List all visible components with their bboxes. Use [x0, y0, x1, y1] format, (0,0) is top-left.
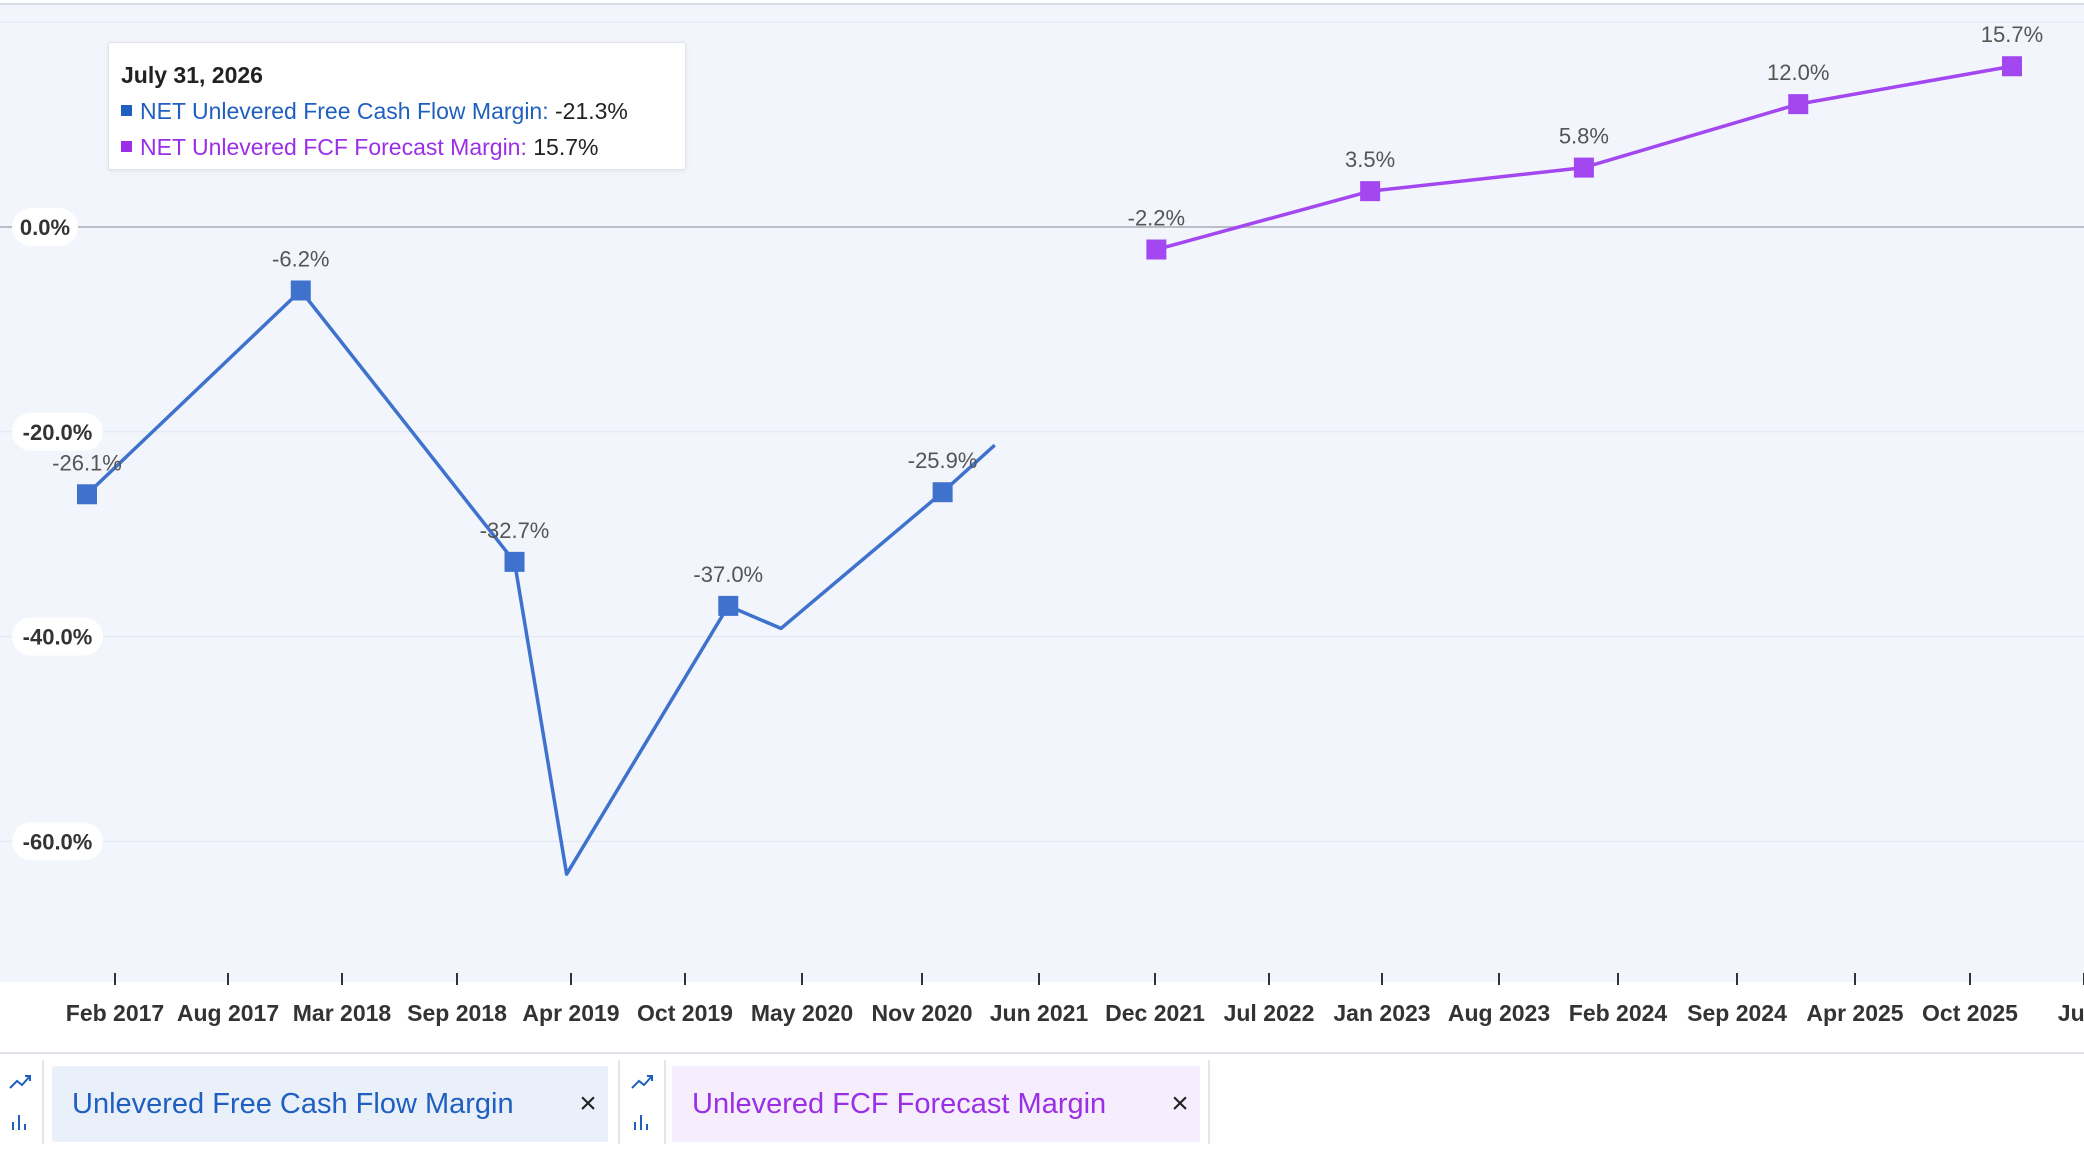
- legend-item-forecast-margin[interactable]: Unlevered FCF Forecast Margin ×: [672, 1066, 1200, 1142]
- x-tick-label: Jul 2: [2058, 1000, 2084, 1026]
- legend-divider: [42, 1060, 44, 1144]
- data-label: 12.0%: [1767, 60, 1829, 85]
- tooltip-series-label: NET Unlevered Free Cash Flow Margin:: [140, 98, 549, 124]
- x-tick-label: Oct 2019: [637, 1000, 733, 1026]
- tooltip-row-forecast: NET Unlevered FCF Forecast Margin: 15.7%: [121, 129, 673, 165]
- y-tick-pill: [12, 617, 103, 656]
- x-tick-label: Sep 2024: [1687, 1000, 1787, 1026]
- data-point-marker[interactable]: [1573, 157, 1594, 178]
- x-tick-label: Apr 2025: [1806, 1000, 1903, 1026]
- chart-type-toggle: [0, 1062, 40, 1142]
- data-point-marker[interactable]: [932, 482, 953, 503]
- y-tick-label: -40.0%: [23, 625, 93, 650]
- x-tick-label: Jun 2021: [990, 1000, 1089, 1026]
- chart-tooltip: July 31, 2026 NET Unlevered Free Cash Fl…: [108, 42, 686, 170]
- data-label: -26.1%: [52, 450, 122, 475]
- data-label: 15.7%: [1981, 22, 2043, 47]
- legend-item-fcf-margin[interactable]: Unlevered Free Cash Flow Margin ×: [52, 1066, 608, 1142]
- legend-divider: [664, 1060, 666, 1144]
- legend-item-label: Unlevered Free Cash Flow Margin: [72, 1087, 514, 1120]
- series-line-fcf-margin: [85, 288, 996, 876]
- y-tick-pill: [12, 412, 103, 451]
- y-tick-label: -60.0%: [23, 829, 93, 854]
- data-label: -2.2%: [1128, 206, 1185, 231]
- tooltip-row-fcf: NET Unlevered Free Cash Flow Margin: -21…: [121, 93, 673, 129]
- bar-chart-icon[interactable]: [0, 1102, 40, 1142]
- data-label: -25.9%: [908, 448, 978, 473]
- y-tick-label: -20.0%: [23, 420, 93, 445]
- x-tick-label: May 2020: [751, 1000, 853, 1026]
- data-label: -32.7%: [480, 518, 550, 543]
- legend-divider: [1208, 1060, 1210, 1144]
- tooltip-series-label: NET Unlevered FCF Forecast Margin:: [140, 134, 527, 160]
- bar-chart-icon[interactable]: [622, 1102, 662, 1142]
- data-label: -6.2%: [272, 246, 329, 271]
- x-tick-label: Jul 2022: [1224, 1000, 1315, 1026]
- data-point-marker[interactable]: [1146, 239, 1167, 260]
- legend-divider: [618, 1060, 620, 1144]
- x-tick-label: Aug 2023: [1448, 1000, 1550, 1026]
- x-tick-label: Mar 2018: [293, 1000, 392, 1026]
- data-point-marker[interactable]: [2002, 56, 2022, 77]
- line-chart-icon[interactable]: [622, 1062, 662, 1102]
- x-tick-label: Dec 2021: [1105, 1000, 1205, 1026]
- legend-item-label: Unlevered FCF Forecast Margin: [692, 1087, 1107, 1120]
- x-tick-label: Sep 2018: [407, 1000, 507, 1026]
- legend-bar: Unlevered Free Cash Flow Margin × Unleve…: [0, 1052, 2084, 1150]
- x-tick-label: Feb 2017: [66, 1000, 164, 1026]
- x-tick-label: Nov 2020: [871, 1000, 972, 1026]
- y-tick-pill: [12, 822, 103, 861]
- close-icon[interactable]: ×: [1171, 1087, 1189, 1120]
- series-swatch-icon: [121, 105, 132, 117]
- x-tick-label: Jan 2023: [1333, 1000, 1430, 1026]
- close-icon[interactable]: ×: [579, 1087, 597, 1120]
- tooltip-date: July 31, 2026: [121, 62, 263, 88]
- series-swatch-icon: [121, 141, 132, 153]
- x-tick-label: Oct 2025: [1922, 1000, 2018, 1026]
- data-point-marker[interactable]: [1788, 94, 1809, 115]
- data-label: 5.8%: [1559, 124, 1609, 149]
- tooltip-series-value: -21.3%: [555, 98, 628, 124]
- y-tick-pill: [12, 208, 78, 246]
- data-point-marker[interactable]: [718, 595, 739, 616]
- data-label: -37.0%: [693, 562, 763, 587]
- data-label: 3.5%: [1345, 147, 1395, 172]
- data-point-marker[interactable]: [504, 551, 525, 572]
- data-point-marker[interactable]: [290, 280, 311, 301]
- line-chart-icon[interactable]: [0, 1062, 40, 1102]
- chart-type-toggle: [622, 1062, 662, 1142]
- tooltip-series-value: 15.7%: [533, 134, 599, 160]
- y-tick-label: 0.0%: [20, 215, 70, 240]
- x-tick-label: Aug 2017: [177, 1000, 279, 1026]
- x-tick-label: Feb 2024: [1569, 1000, 1668, 1026]
- data-point-marker[interactable]: [77, 484, 97, 505]
- x-tick-label: Apr 2019: [522, 1000, 619, 1026]
- chart: Feb 2017 Aug 2017 Mar 2018 Sep 2018 Apr 2019…: [0, 21, 2084, 1026]
- data-point-marker[interactable]: [1360, 181, 1381, 202]
